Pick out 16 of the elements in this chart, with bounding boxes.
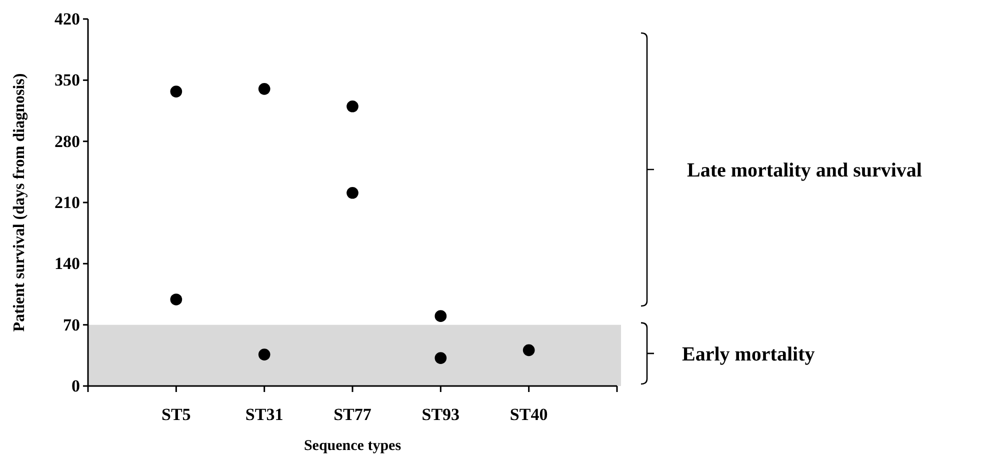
- y-tick-label: 140: [54, 254, 80, 274]
- x-tick-label: ST5: [162, 405, 191, 424]
- y-axis-title: Patient survival (days from diagnosis): [11, 73, 28, 332]
- x-tick-label: ST40: [510, 405, 548, 424]
- y-tick-label: 350: [54, 70, 80, 90]
- x-tick-label: ST93: [422, 405, 460, 424]
- x-tick-label: ST77: [334, 405, 372, 424]
- y-tick-label: 70: [63, 315, 80, 334]
- text: Late mortality and survival: [687, 160, 922, 182]
- text: Early mortality: [682, 343, 815, 366]
- x-axis-title: Sequence types: [304, 438, 402, 454]
- y-tick-label: 280: [54, 132, 80, 151]
- x-tick-label: ST31: [245, 405, 284, 424]
- y-tick-label: 0: [72, 376, 80, 396]
- y-tick-label: 210: [54, 192, 80, 212]
- y-tick-label: 420: [54, 9, 80, 28]
